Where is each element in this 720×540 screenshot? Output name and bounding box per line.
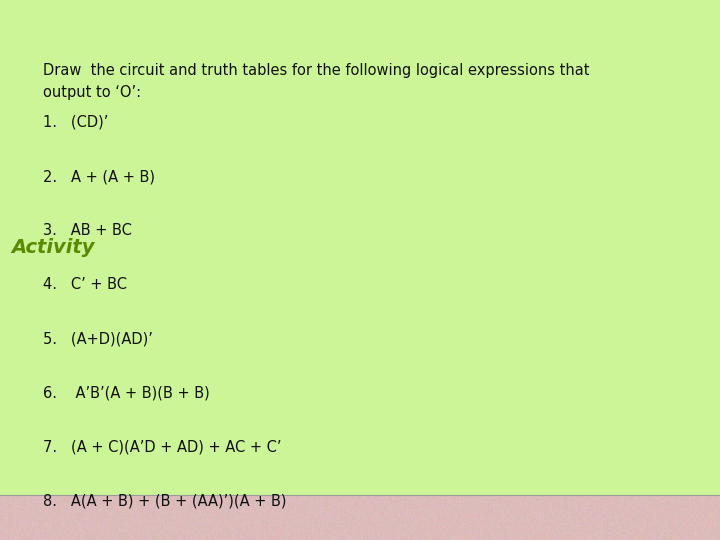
Text: Draw  the circuit and truth tables for the following logical expressions that
ou: Draw the circuit and truth tables for th… <box>43 63 590 100</box>
FancyBboxPatch shape <box>0 0 720 495</box>
Text: Activity: Activity <box>11 238 94 257</box>
Text: 4.   C’ + BC: 4. C’ + BC <box>43 277 127 292</box>
Text: 7.   (A + C)(A’D + AD) + AC + C’: 7. (A + C)(A’D + AD) + AC + C’ <box>43 439 282 454</box>
Text: 6.    A’B’(A + B)(B + B): 6. A’B’(A + B)(B + B) <box>43 385 210 400</box>
Text: 1.   (CD)’: 1. (CD)’ <box>43 115 109 130</box>
Text: 3.   AB + BC: 3. AB + BC <box>43 223 132 238</box>
Text: 8.   A(A + B) + (B + (AA)’)(A + B): 8. A(A + B) + (B + (AA)’)(A + B) <box>43 493 287 508</box>
Text: 5.   (A+D)(AD)’: 5. (A+D)(AD)’ <box>43 331 153 346</box>
Text: 2.   A + (A + B): 2. A + (A + B) <box>43 169 156 184</box>
